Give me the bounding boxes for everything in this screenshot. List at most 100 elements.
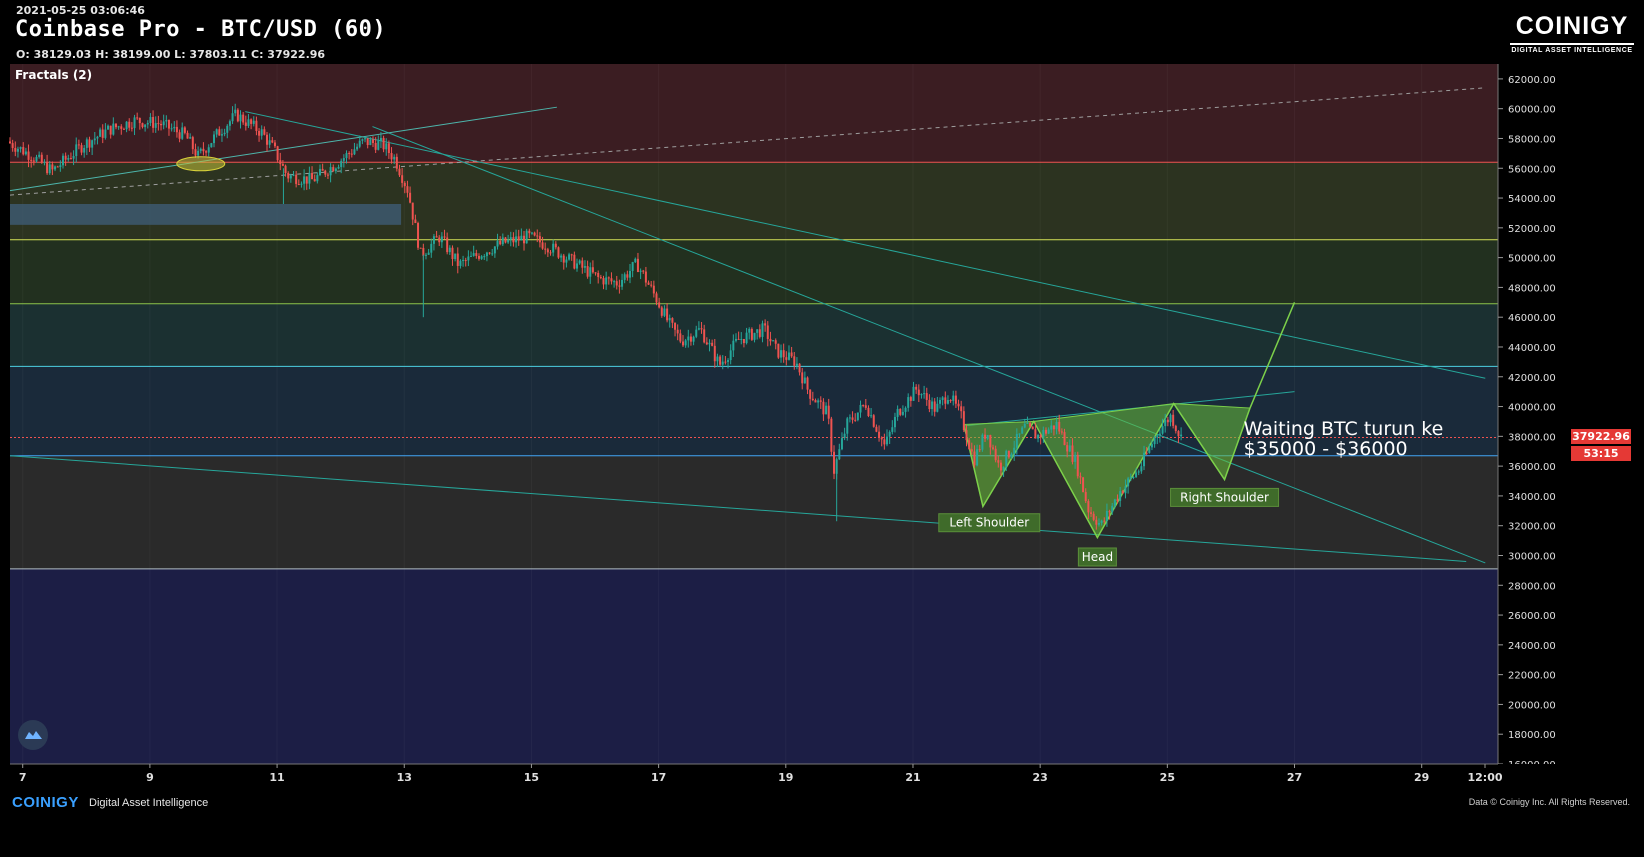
candle-body-271 (727, 360, 730, 362)
candle-body-255 (684, 340, 687, 346)
candle-body-36 (104, 129, 107, 138)
candle-body-109 (297, 183, 300, 185)
candle-body-69 (191, 137, 194, 150)
candle-body-18 (56, 166, 59, 168)
candle-body-178 (480, 256, 483, 259)
candle-body-412 (1100, 520, 1103, 523)
candle-body-323 (864, 405, 867, 408)
candle-body-198 (533, 232, 536, 236)
candle-body-247 (663, 308, 666, 316)
candle-body-158 (427, 252, 430, 255)
candle-body-12 (40, 154, 43, 163)
candle-body-324 (867, 407, 870, 417)
candle-body-338 (904, 407, 907, 412)
candle-body-43 (122, 128, 125, 130)
candle-body-307 (822, 401, 825, 415)
x-axis[interactable]: 7 9 11 13 15 17 19 21 23 25 27 29 12:00 (0, 763, 1644, 789)
candle-body-86 (236, 109, 239, 122)
candle-body-414 (1105, 510, 1108, 521)
y-tick-label-1: 60000.00 (1508, 105, 1556, 116)
candle-body-360 (962, 411, 965, 431)
candle-body-68 (189, 137, 192, 139)
candle-body-177 (477, 255, 480, 259)
candle-body-188 (507, 239, 510, 243)
chart-grid (22, 64, 1423, 764)
x-tick-label-6: 19 (778, 771, 793, 784)
candle-body-130 (353, 149, 356, 155)
candle-body-97 (266, 134, 269, 145)
support-box-layer (10, 204, 402, 225)
candle-body-134 (364, 138, 367, 140)
candle-body-26 (77, 144, 80, 146)
candle-body-442 (1180, 434, 1183, 437)
candle-body-427 (1140, 466, 1143, 472)
footer-tagline: Digital Asset Intelligence (89, 797, 209, 809)
annotation-line2: $35000 - $36000 (1244, 438, 1408, 460)
candle-body-359 (960, 406, 963, 412)
candle-body-44 (125, 121, 128, 130)
candle-body-106 (289, 175, 292, 179)
x-tick-label-2: 11 (269, 771, 284, 784)
candle-body-254 (681, 341, 684, 346)
candle-body-235 (631, 262, 634, 271)
candle-body-382 (1021, 427, 1024, 434)
candle-body-428 (1143, 452, 1146, 467)
y-tick-label-9: 44000.00 (1508, 343, 1556, 354)
candle-body-220 (591, 267, 594, 273)
candle-body-116 (316, 175, 319, 182)
candle-body-30 (88, 139, 91, 148)
candle-body-394 (1052, 425, 1055, 430)
candle-body-357 (954, 395, 957, 404)
candle-body-199 (536, 235, 539, 237)
candle-body-423 (1129, 477, 1132, 479)
candle-body-352 (941, 397, 944, 401)
candle-body-112 (305, 176, 308, 184)
candle-body-133 (361, 139, 364, 141)
candle-body-208 (560, 255, 563, 258)
candle-body-273 (732, 340, 735, 351)
chart-home-button[interactable] (18, 720, 48, 750)
chart-header: 2021-05-25 03:06:46 Coinbase Pro - BTC/U… (0, 0, 1644, 64)
candle-body-262 (703, 329, 706, 343)
candle-body-356 (952, 395, 955, 401)
candle-body-383 (1023, 423, 1026, 428)
candle-body-204 (549, 252, 552, 254)
y-tick-label-19: 24000.00 (1508, 641, 1556, 652)
candle-body-160 (432, 236, 435, 244)
y-tick-label-14: 34000.00 (1508, 492, 1556, 503)
y-axis[interactable]: 62000.00 60000.00 58000.00 56000.00 54000.00… (1497, 64, 1644, 771)
candle-body-239 (642, 270, 645, 272)
indicator-label[interactable]: Fractals (2) (15, 68, 93, 82)
candle-body-169 (456, 253, 459, 266)
y-tick-label-17: 28000.00 (1508, 581, 1556, 592)
candle-body-272 (729, 350, 732, 361)
candle-body-413 (1103, 520, 1106, 522)
candle-body-223 (599, 277, 602, 279)
candle-body-369 (986, 434, 989, 439)
candle-body-172 (464, 260, 467, 262)
x-tick-label-3: 13 (397, 771, 412, 784)
candle-body-436 (1164, 419, 1167, 427)
y-tick-label-20: 22000.00 (1508, 671, 1556, 682)
candle-body-397 (1060, 431, 1063, 433)
fractal-marker-layer (176, 156, 226, 172)
horizontal-levels (10, 161, 1498, 570)
candle-body-35 (101, 129, 104, 138)
candle-body-56 (157, 123, 160, 125)
candle-body-301 (806, 377, 809, 390)
y-tick-label-22: 18000.00 (1508, 730, 1556, 741)
candle-body-74 (205, 151, 208, 153)
candle-body-242 (650, 284, 653, 286)
x-tick-label-8: 23 (1032, 771, 1047, 784)
candle-body-252 (676, 329, 679, 334)
candle-body-298 (798, 363, 801, 373)
candlesticks (9, 103, 1183, 530)
pattern-labels: Left Shoulder Head Right Shoulder (938, 487, 1280, 567)
candle-body-268 (719, 356, 722, 365)
candle-body-162 (438, 237, 441, 243)
candle-body-290 (777, 343, 780, 358)
candle-body-192 (517, 236, 520, 241)
x-axis-bg (0, 764, 1644, 789)
candle-body-326 (872, 415, 875, 427)
